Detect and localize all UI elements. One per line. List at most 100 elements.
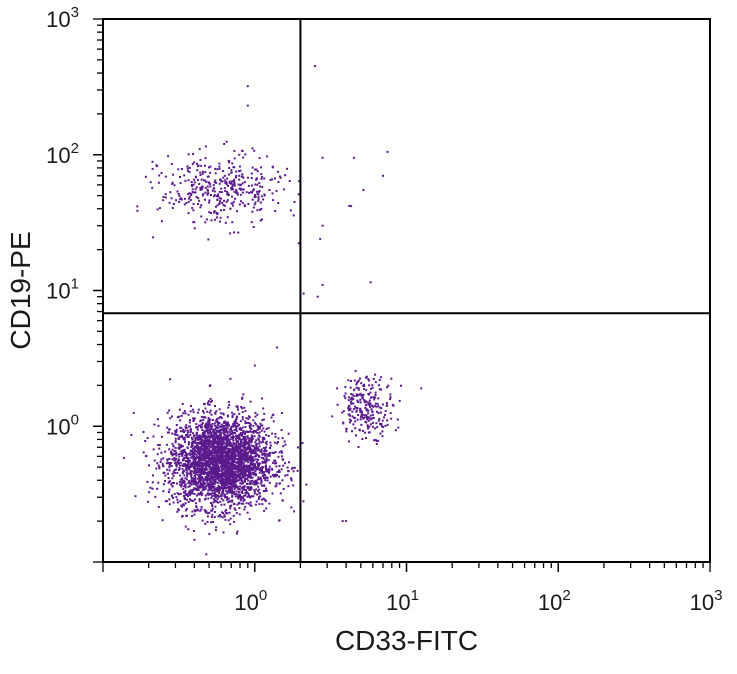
data-point bbox=[223, 421, 226, 424]
data-point bbox=[209, 463, 212, 465]
data-point bbox=[241, 441, 244, 444]
data-point bbox=[240, 463, 243, 466]
data-point bbox=[187, 528, 190, 531]
data-point bbox=[210, 441, 212, 444]
data-point bbox=[171, 454, 174, 457]
data-point bbox=[255, 178, 258, 181]
data-point bbox=[193, 470, 196, 473]
data-point bbox=[205, 472, 208, 474]
data-point bbox=[243, 508, 246, 511]
data-point bbox=[293, 466, 296, 469]
data-point bbox=[235, 532, 238, 535]
data-point bbox=[181, 402, 184, 405]
data-point bbox=[284, 443, 287, 446]
data-point bbox=[228, 466, 231, 469]
data-point bbox=[200, 436, 203, 439]
x-tick-label: 101 bbox=[386, 587, 419, 615]
data-point bbox=[238, 465, 241, 468]
data-point bbox=[170, 163, 173, 165]
data-point bbox=[247, 458, 250, 461]
data-point bbox=[258, 190, 260, 193]
data-point bbox=[248, 442, 251, 445]
data-point bbox=[206, 456, 209, 459]
data-point bbox=[206, 401, 209, 404]
data-point bbox=[348, 396, 350, 399]
data-point bbox=[298, 180, 301, 183]
data-point bbox=[244, 494, 247, 497]
y-tick-label: 103 bbox=[46, 4, 79, 32]
data-point bbox=[194, 472, 197, 475]
data-point bbox=[151, 481, 154, 484]
data-point bbox=[200, 462, 203, 465]
data-point bbox=[247, 441, 250, 444]
data-point bbox=[204, 497, 207, 500]
data-point bbox=[254, 466, 257, 469]
data-point bbox=[197, 475, 200, 478]
data-point bbox=[359, 415, 362, 418]
data-point bbox=[276, 442, 279, 445]
data-point bbox=[245, 441, 248, 444]
data-point bbox=[183, 174, 186, 177]
data-point bbox=[224, 424, 227, 427]
data-point bbox=[219, 515, 222, 518]
data-point bbox=[225, 447, 228, 450]
data-point bbox=[181, 455, 184, 457]
data-point bbox=[219, 500, 222, 503]
data-point bbox=[208, 461, 211, 464]
data-point bbox=[243, 469, 246, 472]
data-point bbox=[207, 400, 210, 403]
data-point bbox=[379, 411, 382, 414]
data-point bbox=[211, 505, 214, 508]
data-point bbox=[197, 465, 200, 468]
data-point bbox=[235, 490, 238, 493]
data-point bbox=[223, 478, 226, 481]
data-point bbox=[249, 447, 252, 450]
data-point bbox=[202, 411, 205, 414]
data-point bbox=[184, 492, 187, 495]
data-point bbox=[192, 452, 195, 454]
data-point bbox=[228, 483, 231, 486]
data-point bbox=[230, 452, 233, 455]
quadrant-gates bbox=[103, 19, 710, 562]
data-point bbox=[235, 405, 238, 408]
data-point bbox=[253, 451, 256, 454]
data-point bbox=[189, 199, 192, 202]
data-point bbox=[194, 474, 196, 477]
data-point bbox=[235, 445, 238, 448]
data-point bbox=[220, 459, 223, 462]
data-point bbox=[244, 426, 247, 428]
data-point bbox=[257, 197, 260, 200]
data-point bbox=[210, 453, 213, 456]
data-point bbox=[134, 495, 137, 498]
data-point bbox=[247, 471, 250, 474]
data-point bbox=[209, 185, 212, 188]
data-point bbox=[183, 470, 186, 473]
data-point bbox=[215, 410, 218, 413]
data-point bbox=[263, 177, 266, 180]
data-point bbox=[136, 205, 139, 208]
data-point bbox=[355, 434, 357, 437]
data-point bbox=[213, 482, 216, 485]
data-point bbox=[181, 482, 184, 484]
data-point bbox=[244, 458, 247, 460]
data-point bbox=[175, 199, 178, 202]
data-point bbox=[261, 436, 264, 439]
data-point bbox=[272, 452, 275, 454]
data-point bbox=[363, 400, 366, 403]
data-point bbox=[187, 460, 190, 463]
data-point bbox=[204, 461, 207, 464]
data-point bbox=[254, 455, 257, 458]
data-point bbox=[235, 416, 238, 419]
data-point bbox=[193, 487, 196, 490]
data-point bbox=[186, 431, 189, 434]
data-point bbox=[195, 434, 198, 436]
data-point bbox=[255, 467, 258, 470]
data-point bbox=[259, 201, 262, 204]
data-point bbox=[185, 434, 188, 437]
data-point bbox=[243, 444, 246, 447]
data-point bbox=[212, 467, 215, 470]
data-point bbox=[239, 453, 242, 456]
data-point bbox=[202, 416, 205, 419]
data-point bbox=[371, 421, 374, 424]
data-point bbox=[158, 467, 161, 470]
